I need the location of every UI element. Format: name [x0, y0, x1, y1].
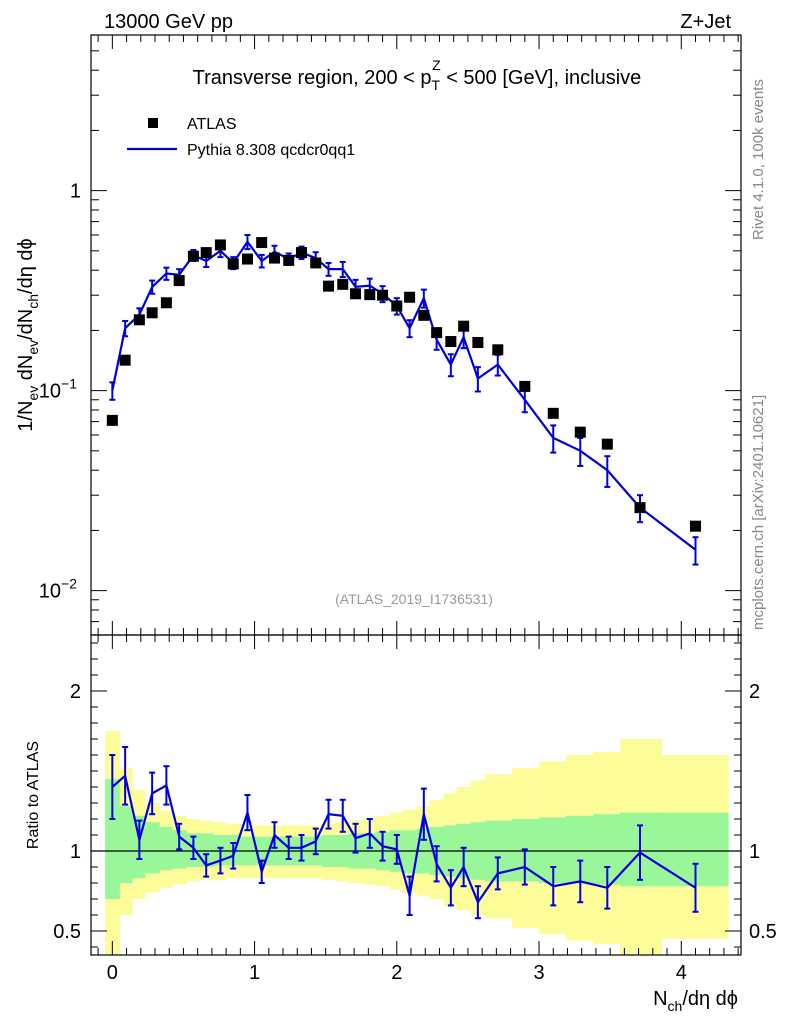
legend-data-marker [148, 118, 158, 128]
main-y-tick-label: 1 [70, 181, 81, 203]
main-ylabel: 1/Nev dNev/dNch/dη dϕ [15, 238, 41, 431]
main-data-point [574, 426, 586, 438]
main-y-tick-label: 10−1 [39, 376, 77, 403]
main-data-point [146, 307, 158, 319]
ratio-y-tick-label: 0.5 [53, 921, 81, 943]
main-data-point [160, 297, 172, 309]
ratio-xlabel: Nch/dη dϕ [653, 988, 738, 1014]
main-data-point [256, 237, 268, 249]
rivet-version-label: Rivet 4.1.0, 100k events [750, 79, 767, 240]
ratio-axes: 0 1 2 3 4 2 2 1 1 0.5 0.5 [53, 635, 777, 984]
main-title-sup: Z [432, 57, 441, 73]
main-data-point [214, 239, 226, 251]
ratio-x-tick-label: 4 [676, 962, 687, 984]
header-right-label: Z+Jet [680, 11, 731, 33]
main-data-point [689, 520, 701, 532]
ratio-y-tick-label-right: 2 [749, 681, 760, 703]
main-data-point [268, 252, 280, 264]
ratio-band-inner [119, 806, 133, 883]
ratio-y-tick-label-right: 1 [749, 841, 760, 863]
header-left-label: 13000 GeV pp [104, 11, 233, 33]
ratio-x-tick-label: 3 [533, 962, 544, 984]
main-panel: 1 10−1 10−2 Transverse region, 200 < pTZ <… [15, 34, 742, 636]
main-data-point [364, 289, 376, 301]
ratio-marks [91, 731, 741, 955]
ratio-band-inner [145, 822, 160, 874]
main-data-point [296, 247, 308, 259]
main-title-post: < 500 [GeV], inclusive [441, 67, 642, 89]
main-data-point [418, 309, 430, 321]
main-data-point [337, 278, 349, 290]
main-data-point [519, 380, 531, 392]
main-data-point [350, 288, 362, 300]
ratio-band-inner [159, 827, 173, 871]
main-data-point [458, 320, 470, 332]
legend-data-label: ATLAS [187, 116, 237, 133]
main-data-point [119, 354, 131, 366]
main-title-sub: T [432, 77, 441, 93]
main-data-point [187, 250, 199, 262]
main-data-point [601, 438, 613, 450]
ratio-y-tick-label: 1 [70, 841, 81, 863]
main-data-point [404, 291, 416, 303]
main-data-point [634, 502, 646, 514]
main-data-point [492, 344, 504, 356]
main-data-point [227, 258, 239, 270]
main-data-point [310, 257, 322, 269]
ratio-xlabel-pre: N [653, 988, 667, 1010]
ratio-x-tick-label: 1 [249, 962, 260, 984]
ratio-y-tick-label-right: 0.5 [749, 921, 777, 943]
main-data-point [133, 314, 145, 326]
main-y-tick-label: 10−2 [39, 576, 77, 603]
main-data-point [445, 336, 457, 348]
main-mc-line [111, 239, 697, 551]
ratio-y-tick-label: 2 [70, 681, 81, 703]
main-data-point [377, 289, 389, 301]
analysis-id-label: (ATLAS_2019_I1736531) [335, 591, 493, 607]
ratio-band-inner [199, 833, 214, 867]
main-data-point [173, 275, 185, 287]
ratio-ylabel: Ratio to ATLAS [25, 741, 42, 849]
main-title-pre: Transverse region, 200 < p [193, 67, 432, 89]
ratio-frame [90, 634, 742, 956]
ratio-band-inner [402, 830, 418, 874]
main-marks [106, 234, 701, 566]
mcplots-label: mcplots.cern.ch [arXiv:2401.10621] [750, 395, 767, 630]
ratio-x-tick-label: 2 [391, 962, 402, 984]
main-data-point [547, 407, 559, 419]
main-data-point [283, 254, 295, 266]
ratio-panel: 0 1 2 3 4 2 2 1 1 0.5 0.5 Ratio to ATLAS Nch/dη dϕ [25, 634, 777, 1014]
legend: ATLAS Pythia 8.308 qcdcr0qq1 [127, 116, 355, 159]
main-data-point [200, 247, 212, 259]
ratio-x-tick-label: 0 [107, 962, 118, 984]
main-data-point [391, 300, 403, 312]
main-data-point [323, 280, 335, 292]
main-title: Transverse region, 200 < pTZ < 500 [GeV]… [193, 57, 642, 93]
ratio-xlabel-post: /dη dϕ [682, 988, 738, 1010]
main-data-point [106, 414, 118, 426]
ratio-xlabel-sub: ch [668, 998, 683, 1014]
main-data-point [431, 327, 443, 339]
legend-mc-label: Pythia 8.308 qcdcr0qq1 [187, 142, 355, 159]
ratio-band-inner [105, 779, 120, 899]
main-data-point [241, 253, 253, 265]
main-data-point [472, 337, 484, 349]
main-axes: 1 10−1 10−2 [39, 34, 741, 636]
